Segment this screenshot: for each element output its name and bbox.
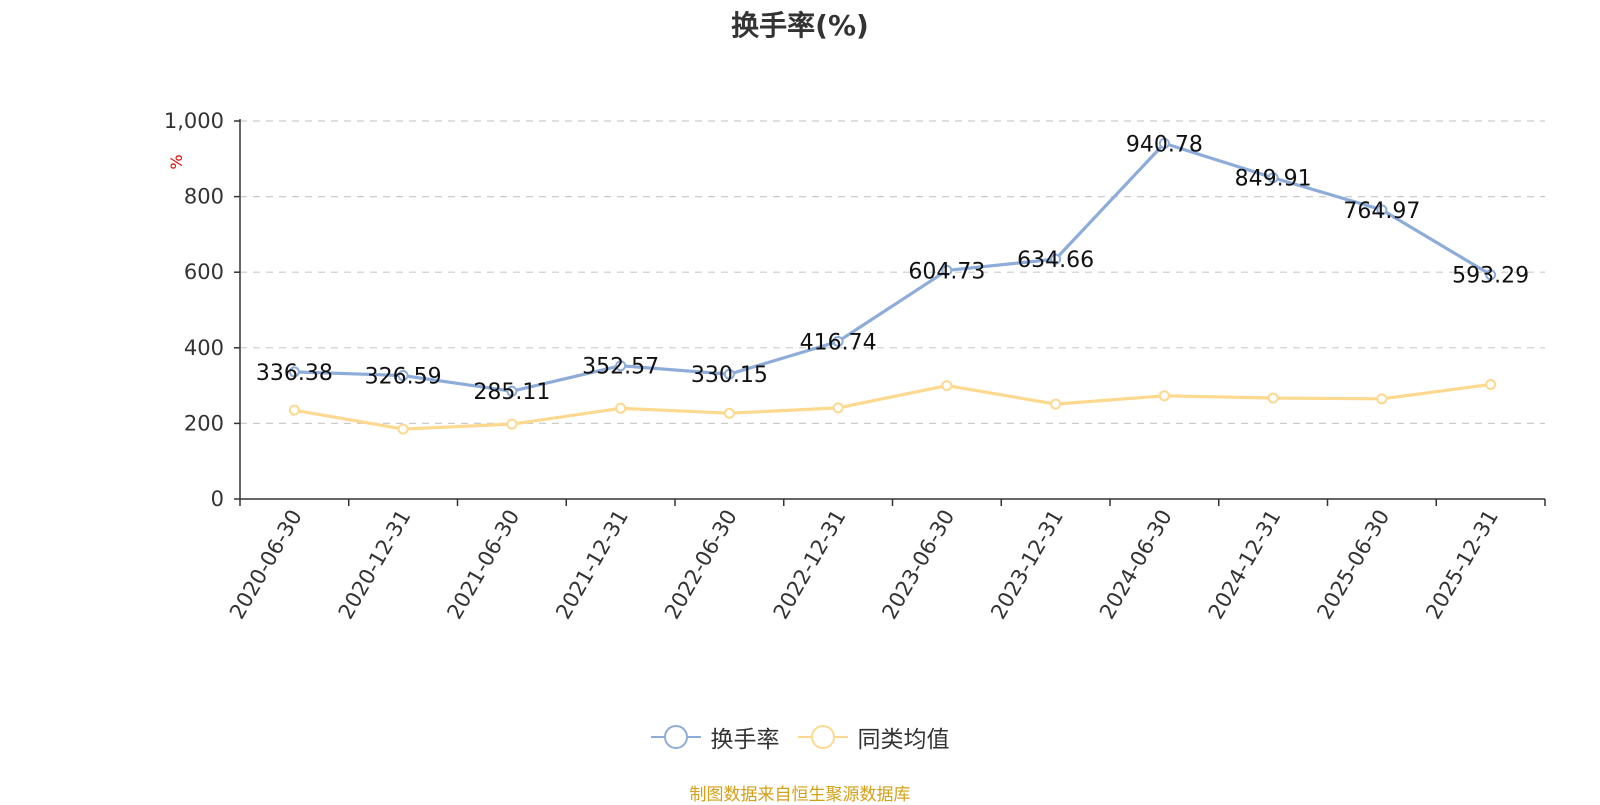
data-labels: 336.38 326.59 285.11 352.57 330.15 416.74 604.… [256, 132, 1529, 405]
data-point-peer-average [1158, 390, 1170, 402]
legend-label-turnover: 换手率 [710, 727, 780, 753]
series-line-turnover [294, 141, 1492, 393]
x-tick-label: 2025-12-31 [1421, 506, 1503, 624]
y-tick-label: 200 [184, 411, 224, 435]
y-tick-label: 1,000 [164, 109, 224, 133]
legend: 换手率 同类均值 [0, 720, 1600, 754]
data-label-turnover: 634.66 [1017, 248, 1094, 273]
data-point-turnover [615, 360, 627, 372]
data-point-turnover [1376, 204, 1388, 216]
data-point-peer-average [615, 402, 627, 414]
data-label-turnover: 940.78 [1126, 132, 1203, 157]
x-tick-label: 2024-06-30 [1095, 506, 1177, 624]
data-point-peer-average [288, 404, 300, 416]
data-point-turnover [1267, 172, 1279, 184]
x-tick-label: 2024-12-31 [1204, 506, 1286, 624]
x-tick-label: 2025-06-30 [1312, 506, 1394, 624]
grid-lines [240, 120, 1545, 424]
data-point-turnover [1485, 269, 1497, 281]
x-tick-label: 2020-06-30 [225, 506, 307, 624]
data-label-turnover: 330.15 [691, 363, 768, 388]
data-point-turnover [397, 370, 409, 382]
data-point-peer-average [723, 407, 735, 419]
y-unit-label: % [167, 154, 186, 169]
x-tick-label: 2023-12-31 [986, 506, 1068, 624]
data-point-peer-average [941, 380, 953, 392]
legend-turnover-line-icon [650, 725, 701, 749]
line-chart: 0 200 400 600 800 1,000% 2020-06-30 2020-12-31 2… [164, 109, 1546, 624]
data-point-peer-average [397, 423, 409, 435]
legend-label-peer-average: 同类均值 [857, 727, 950, 753]
data-label-turnover: 416.74 [800, 330, 877, 355]
data-label-turnover: 593.29 [1452, 264, 1529, 289]
data-label-turnover: 604.73 [908, 259, 985, 284]
data-label-turnover: 764.97 [1343, 199, 1420, 224]
data-point-peer-average [832, 402, 844, 414]
y-tick-label: 0 [211, 487, 224, 511]
data-point-turnover [506, 385, 518, 397]
x-tick-label: 2022-06-30 [660, 506, 742, 624]
y-tick-label: 600 [184, 260, 224, 284]
data-point-turnover [723, 368, 735, 380]
legend-item-peer-average[interactable]: 同类均值 [797, 720, 950, 754]
x-tick-label: 2021-12-31 [551, 506, 633, 624]
data-point-peer-average [1267, 392, 1279, 404]
data-point-turnover [1158, 137, 1170, 149]
y-tick-label: 400 [184, 336, 224, 360]
data-point-peer-average [1376, 393, 1388, 405]
legend-peer-average-line-icon [797, 725, 848, 749]
data-point-peer-average [1485, 378, 1497, 390]
data-point-turnover [1050, 253, 1062, 265]
data-point-turnover [288, 366, 300, 378]
source-note: 制图数据来自恒生聚源数据库 [689, 785, 911, 805]
data-point-peer-average [1050, 398, 1062, 410]
data-label-turnover: 336.38 [256, 361, 333, 386]
x-tick-label: 2021-06-30 [442, 506, 524, 624]
legend-item-turnover[interactable]: 换手率 [650, 720, 780, 754]
x-tick-label: 2023-06-30 [877, 506, 959, 624]
y-tick-label: 800 [184, 185, 224, 209]
x-tick-label: 2020-12-31 [334, 506, 416, 624]
data-label-turnover: 285.11 [473, 380, 550, 405]
data-point-peer-average [506, 418, 518, 430]
x-tick-label: 2022-12-31 [769, 506, 851, 624]
data-label-turnover: 849.91 [1235, 167, 1312, 192]
data-point-turnover [832, 335, 844, 347]
data-label-turnover: 352.57 [582, 355, 659, 380]
chart-title: 换手率(%) [731, 9, 869, 42]
data-label-turnover: 326.59 [365, 365, 442, 390]
series-line-peer-average [294, 382, 1491, 431]
data-point-turnover [941, 264, 953, 276]
series-lines [288, 137, 1497, 435]
